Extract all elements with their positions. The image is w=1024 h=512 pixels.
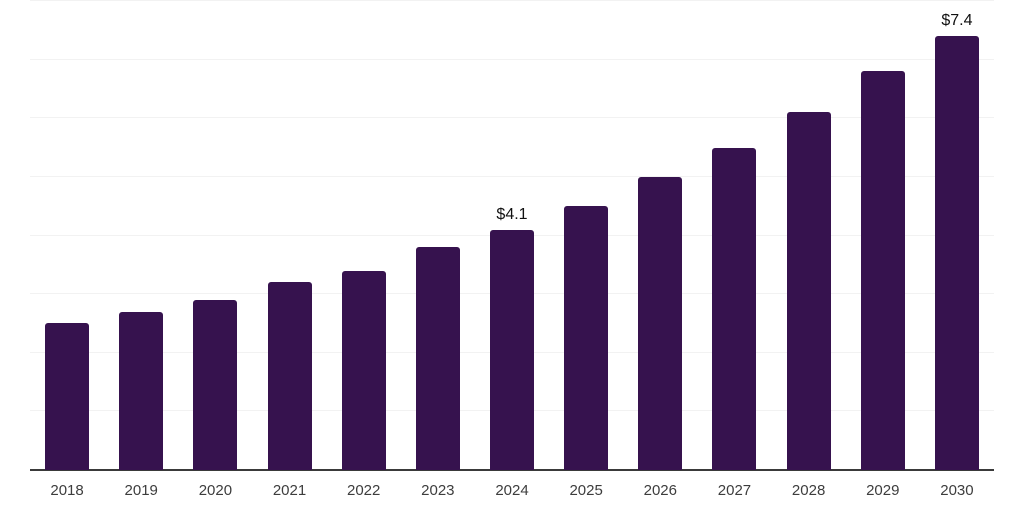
gridline-5 [30, 175, 994, 177]
x-tick-2019: 2019 [124, 482, 158, 499]
bar-2019 [119, 311, 164, 470]
bar-2025 [564, 206, 609, 470]
bar-2022 [341, 270, 386, 470]
x-axis-line [30, 469, 994, 471]
x-tick-2027: 2027 [717, 482, 752, 499]
bar-2024 [490, 229, 534, 470]
x-tick-2021: 2021 [272, 482, 307, 499]
bar-2029 [860, 71, 905, 470]
x-tick-2030: 2030 [940, 482, 974, 499]
x-tick-2025: 2025 [569, 482, 603, 499]
x-tick-2022: 2022 [347, 482, 381, 499]
bar-2021 [267, 282, 312, 470]
data-label-2024: $4.1 [496, 205, 528, 223]
bar-2020 [193, 300, 238, 470]
x-tick-2028: 2028 [791, 482, 826, 499]
x-tick-2020: 2020 [198, 482, 233, 499]
bar-2026 [638, 176, 683, 470]
gridline-7 [30, 58, 994, 60]
bar-2023 [415, 247, 460, 470]
gridline-6 [30, 117, 994, 119]
x-tick-2029: 2029 [866, 482, 900, 499]
plot-area: $4.1 $7.4 [30, 0, 994, 471]
bar-2018 [45, 323, 90, 470]
x-tick-2023: 2023 [421, 482, 455, 499]
x-tick-2018: 2018 [50, 482, 84, 499]
x-axis-labels: 2018 2019 2020 2021 2022 2023 2024 2025 2026 2027… [30, 482, 994, 505]
data-label-2030: $7.4 [941, 12, 973, 30]
gridline-8 [30, 0, 994, 1]
x-tick-2024: 2024 [495, 482, 529, 499]
bar-2030 [934, 36, 979, 470]
x-tick-2026: 2026 [643, 482, 677, 499]
bar-2028 [786, 112, 831, 470]
bar-2027 [712, 147, 757, 470]
